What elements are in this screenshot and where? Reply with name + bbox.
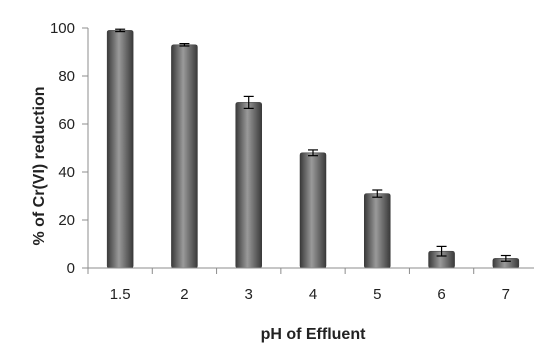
x-tick-label: 5 xyxy=(373,286,381,303)
y-tick-label: 20 xyxy=(58,212,75,229)
error-bar-6 xyxy=(436,245,447,257)
error-bar-2 xyxy=(179,42,190,47)
error-bar-3 xyxy=(243,95,254,110)
x-tick-label: 2 xyxy=(180,286,188,303)
error-bar-5 xyxy=(372,189,383,198)
bar-4 xyxy=(299,152,327,269)
x-tick-label: 6 xyxy=(437,286,445,303)
x-tick-label: 4 xyxy=(309,286,317,303)
x-tick-label: 3 xyxy=(245,286,253,303)
bars-layer xyxy=(106,30,520,269)
bar-5 xyxy=(364,193,391,269)
y-tick-label: 0 xyxy=(67,260,75,277)
bar-2 xyxy=(171,44,198,269)
axes-layer xyxy=(82,27,534,274)
bar-3 xyxy=(235,102,262,269)
x-axis-title: pH of Effluent xyxy=(261,326,367,343)
y-tick-label: 60 xyxy=(58,116,75,133)
error-bar-1.5 xyxy=(115,28,126,33)
bar-1.5 xyxy=(106,30,134,269)
error-bar-7 xyxy=(500,254,511,262)
y-axis-title: % of Cr(VI) reduction xyxy=(31,86,48,245)
tick-labels-layer: 1.5 2 3 4 5 6 7 0 20 40 60 80 100 xyxy=(50,20,510,303)
y-tick-label: 100 xyxy=(50,20,75,37)
y-tick-label: 80 xyxy=(58,68,75,85)
x-tick-label: 7 xyxy=(502,286,510,303)
y-tick-label: 40 xyxy=(58,164,75,181)
error-bars-layer xyxy=(115,28,511,262)
error-bar-4 xyxy=(308,149,318,157)
x-tick-label: 1.5 xyxy=(110,286,131,303)
